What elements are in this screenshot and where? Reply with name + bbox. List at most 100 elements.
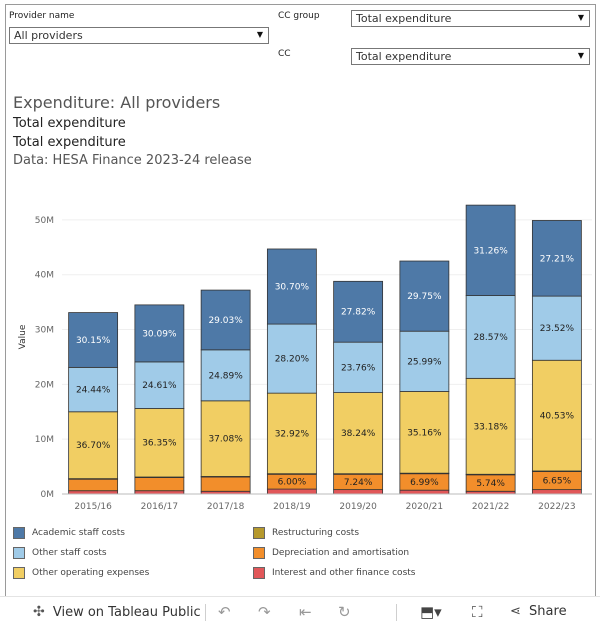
bar-segment-academic [134,304,185,363]
x-tick-label: 2022/23 [538,502,575,512]
fullscreen-icon[interactable]: ⛶ [472,603,483,621]
data-source: Data: HESA Finance 2023-24 release [13,153,252,168]
bar-segment-other_operating [333,392,384,475]
tableau-logo-icon: ✣ [33,604,45,620]
data-label: 25.99% [407,357,442,367]
bar-segment-interest [531,489,582,495]
data-label: 32.92% [275,429,310,439]
x-tick-label: 2017/18 [207,502,245,512]
data-label: 7.24% [344,478,373,488]
data-label: 35.16% [407,428,442,438]
toolbar-divider [396,604,397,621]
y-tick-label: 10M [35,435,54,445]
data-label: 27.82% [341,308,376,318]
y-tick-label: 30M [35,326,54,336]
legend-swatch [13,567,25,579]
data-label: 23.76% [341,363,376,373]
legend-label: Interest and other finance costs [272,568,416,578]
data-label: 6.00% [278,478,307,488]
bar-segment-other_operating [134,408,185,478]
bar-segment-depreciation [200,476,251,492]
bar-segment-academic [266,248,317,325]
data-label: 29.03% [208,316,243,326]
data-label: 24.61% [142,381,177,391]
bar-segment-other_staff [200,349,251,402]
bar-segment-depreciation [68,478,119,492]
bar-segment-other_staff [399,330,450,392]
bar-segment-other_staff [333,341,384,393]
data-label: 6.99% [410,478,439,488]
legend-swatch [253,527,265,539]
bar-segment-other_operating [465,377,516,475]
data-label: 29.75% [407,292,442,302]
legend-swatch [13,527,25,539]
bar-segment-other_operating [399,391,450,474]
revert-icon[interactable]: ⇤ [299,603,312,621]
bar-segment-interest [399,489,450,495]
cc-filter-label: CC [278,49,291,59]
data-label: 5.74% [476,479,505,489]
chart-title: Expenditure: All providers [13,93,221,112]
share-button[interactable]: ⋖ Share [510,604,567,619]
toolbar-divider [205,604,206,621]
ccgroup-select-value: Total expenditure [356,12,452,25]
legend-label: Other operating expenses [32,568,150,578]
data-label: 31.26% [473,246,508,256]
bar-segment-other_staff [531,295,582,361]
bar-segment-other_operating [200,400,251,477]
x-tick-label: 2020/21 [406,502,443,512]
x-tick-label: 2018/19 [273,502,311,512]
refresh-icon[interactable]: ↻ [338,603,351,621]
share-icon: ⋖ [510,604,521,619]
y-tick-label: 0M [41,490,55,500]
ccgroup-filter-label: CC group [278,11,320,21]
ccgroup-select[interactable]: Total expenditure ▼ [351,10,590,27]
x-tick-label: 2015/16 [74,502,112,512]
data-label: 6.65% [543,477,572,487]
chevron-down-icon: ▼ [577,51,584,60]
view-on-tableau-label: View on Tableau Public [52,605,201,620]
legend-swatch [13,547,25,559]
data-label: 37.08% [208,435,243,445]
bar-segment-academic [465,204,516,296]
bar-segment-other_operating [531,359,582,472]
data-label: 38.24% [341,429,376,439]
bar-segment-other_operating [68,411,119,480]
chevron-down-icon: ▼ [577,13,584,22]
data-label: 36.35% [142,439,177,449]
bar-segment-depreciation [134,477,185,492]
bar-segment-academic [399,260,450,332]
data-label: 27.21% [540,254,575,264]
data-label: 23.52% [540,324,575,334]
provider-select-value: All providers [14,29,83,42]
download-icon[interactable]: ⬒▾ [420,603,442,621]
legend-label: Academic staff costs [32,528,125,538]
stacked-bar-chart: Value 0M 10M 20M 30M 40M 50M 36.70% 24.44% 30.15%… [18,204,592,512]
tableau-toolbar: ✣ View on Tableau Public ↶ ↷ ⇤ ↻ ⬒▾ ⛶ ⋖ … [0,596,600,628]
provider-filter-label: Provider name [9,11,75,21]
share-label: Share [529,604,567,619]
bar-segment-academic [333,280,384,343]
bar-segment-other_staff [134,361,185,409]
redo-icon[interactable]: ↷ [258,603,271,621]
legend-swatch [253,567,265,579]
bar-segment-academic [68,312,119,368]
legend-label: Depreciation and amortisation [272,548,410,558]
provider-select[interactable]: All providers ▼ [9,27,269,44]
cc-select[interactable]: Total expenditure ▼ [351,48,590,65]
undo-icon[interactable]: ↶ [218,603,231,621]
data-label: 30.15% [76,336,111,346]
bar-segment-interest [333,489,384,495]
subtitle-ccgroup: Total expenditure [13,116,126,131]
bar-segment-other_operating [266,392,317,475]
data-label: 33.18% [473,422,508,432]
data-label: 40.53% [540,412,575,422]
cc-select-value: Total expenditure [356,50,452,63]
data-label: 36.70% [76,441,111,451]
x-tick-label: 2021/22 [472,502,509,512]
y-tick-label: 50M [35,216,54,226]
data-label: 30.70% [275,283,310,293]
data-label: 24.89% [208,371,243,381]
view-on-tableau-button[interactable]: ✣ View on Tableau Public [33,604,201,620]
bar-segment-academic [531,220,582,297]
